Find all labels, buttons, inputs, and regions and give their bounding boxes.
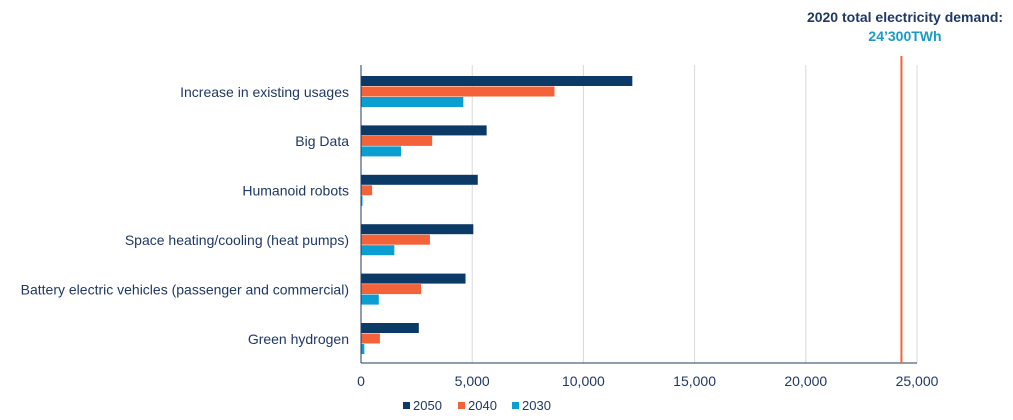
bar-2050-1 bbox=[361, 125, 487, 136]
legend-label-2050: 2050 bbox=[413, 398, 442, 413]
bar-2030-0 bbox=[361, 97, 464, 107]
bar-2040-4 bbox=[361, 284, 422, 295]
category-label-0: Increase in existing usages bbox=[180, 84, 349, 100]
category-label-2: Humanoid robots bbox=[242, 183, 349, 199]
bars bbox=[361, 76, 633, 354]
bar-2050-3 bbox=[361, 224, 474, 235]
x-tick-label-15000: 15,000 bbox=[673, 373, 716, 389]
bar-2050-5 bbox=[361, 323, 419, 333]
bar-2040-3 bbox=[361, 234, 430, 245]
bar-2050-4 bbox=[361, 273, 466, 284]
x-tick-label-25000: 25,000 bbox=[896, 373, 939, 389]
x-tick-label-10000: 10,000 bbox=[562, 373, 605, 389]
bar-2030-3 bbox=[361, 245, 395, 256]
legend-swatch-2040 bbox=[458, 402, 465, 409]
category-label-4: Battery electric vehicles (passenger and… bbox=[21, 281, 349, 297]
bar-2050-2 bbox=[361, 174, 478, 185]
reference-line-value: 24’300TWh bbox=[868, 28, 941, 44]
legend-swatch-2030 bbox=[512, 402, 519, 409]
bar-2040-0 bbox=[361, 86, 555, 97]
bar-2030-5 bbox=[361, 344, 365, 354]
legend: 2050 2040 2030 bbox=[403, 398, 551, 413]
reference-line-label: 2020 total electricity demand: bbox=[807, 9, 1003, 25]
bar-2030-1 bbox=[361, 146, 402, 157]
legend-label-2030: 2030 bbox=[522, 398, 551, 413]
x-tick-label-20000: 20,000 bbox=[784, 373, 827, 389]
x-tick-label-5000: 5,000 bbox=[455, 373, 490, 389]
bar-2030-2 bbox=[361, 195, 363, 206]
x-tick-labels: 0 5,000 10,000 15,000 20,000 25,000 bbox=[357, 373, 939, 389]
category-labels: Increase in existing usages Big Data Human… bbox=[21, 84, 350, 347]
legend-swatch-2050 bbox=[403, 402, 410, 409]
category-label-5: Green hydrogen bbox=[248, 331, 349, 347]
bar-2030-4 bbox=[361, 294, 379, 305]
reference-line: 2020 total electricity demand: 24’300TWh bbox=[807, 9, 1003, 363]
category-label-3: Space heating/cooling (heat pumps) bbox=[125, 232, 349, 248]
gridlines bbox=[471, 65, 918, 363]
bar-2040-5 bbox=[361, 333, 380, 344]
category-label-1: Big Data bbox=[295, 133, 349, 149]
x-tick-label-0: 0 bbox=[357, 373, 365, 389]
bar-2040-1 bbox=[361, 135, 433, 146]
axes bbox=[360, 65, 917, 364]
legend-label-2040: 2040 bbox=[468, 398, 497, 413]
bar-2050-0 bbox=[361, 76, 633, 86]
bar-2040-2 bbox=[361, 185, 373, 196]
